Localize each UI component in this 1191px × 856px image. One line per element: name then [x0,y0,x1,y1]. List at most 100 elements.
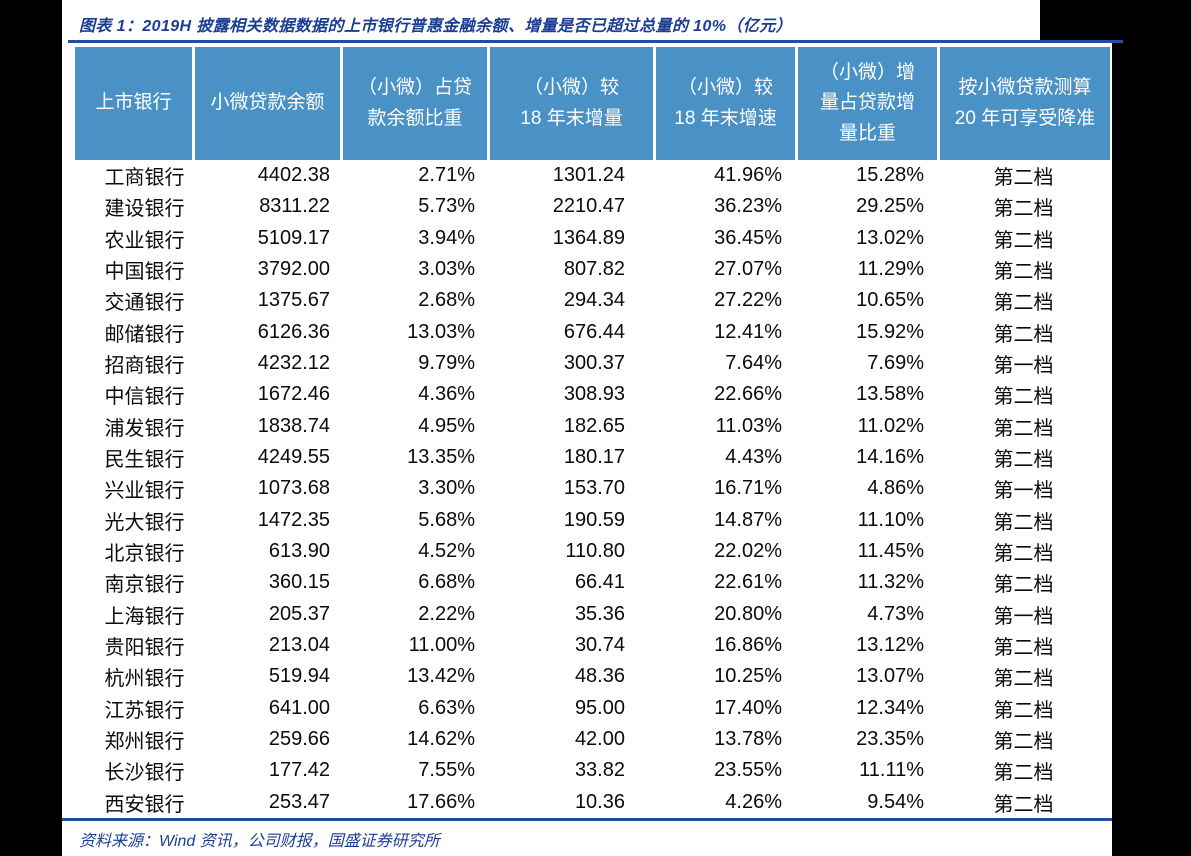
growth-rate-cell: 4.26% [725,790,782,813]
loan-share-cell: 2.71% [418,164,475,187]
bank-name-cell: 上海银行 [104,605,185,628]
tier-cell: 第二档 [993,167,1054,190]
loan-balance-cell: 613.90 [268,540,330,563]
tier-cell: 第二档 [993,386,1054,409]
increment-share-cell: 15.92% [856,320,924,343]
loan-balance-cell: 519.94 [268,665,330,688]
table-row: 光大银行 1472.35 5.68% 190.59 14.87% 11.10% … [75,505,1110,536]
tier-cell: 第二档 [993,323,1054,346]
loan-share-cell: 3.03% [418,258,475,281]
table-row: 招商银行 4232.12 9.79% 300.37 7.64% 7.69% 第一… [75,348,1110,379]
increase-amount-cell: 1301.24 [552,164,625,187]
increment-share-cell: 4.86% [867,477,924,500]
tier-cell: 第二档 [993,261,1054,284]
table-bottom-line [62,818,1112,821]
tier-cell: 第二档 [993,574,1054,597]
increase-amount-cell: 294.34 [563,289,625,312]
bank-name-cell: 交通银行 [104,292,185,315]
loan-share-cell: 5.73% [418,195,475,218]
increase-amount-cell: 30.74 [574,634,625,657]
increment-share-cell: 11.10% [857,508,924,531]
loan-balance-cell: 259.66 [268,728,330,751]
tier-cell: 第二档 [993,229,1054,252]
table-row: 南京银行 360.15 6.68% 66.41 22.61% 11.32% 第二… [75,567,1110,598]
growth-rate-cell: 13.78% [714,728,782,751]
increment-share-cell: 11.02% [857,414,924,437]
increment-share-cell: 11.45% [857,540,924,563]
loan-share-cell: 13.35% [407,446,475,469]
bank-name-cell: 招商银行 [104,355,185,378]
table-body: 工商银行 4402.38 2.71% 1301.24 41.96% 15.28%… [75,160,1110,818]
table-row: 交通银行 1375.67 2.68% 294.34 27.22% 10.65% … [75,285,1110,316]
table-row: 浦发银行 1838.74 4.95% 182.65 11.03% 11.02% … [75,411,1110,442]
increment-share-cell: 12.34% [856,696,924,719]
increase-amount-cell: 110.80 [565,540,625,563]
increment-share-cell: 10.65% [856,289,924,312]
bank-name-cell: 北京银行 [104,543,185,566]
tier-cell: 第二档 [993,699,1054,722]
growth-rate-cell: 36.23% [714,195,782,218]
table-row: 杭州银行 519.94 13.42% 48.36 10.25% 13.07% 第… [75,661,1110,692]
tier-cell: 第二档 [993,292,1054,315]
table-row: 农业银行 5109.17 3.94% 1364.89 36.45% 13.02%… [75,223,1110,254]
increase-amount-cell: 10.36 [574,790,625,813]
increase-amount-cell: 42.00 [574,728,625,751]
loan-share-cell: 6.68% [418,571,475,594]
growth-rate-cell: 4.43% [725,446,782,469]
growth-rate-cell: 20.80% [714,602,782,625]
growth-rate-cell: 22.02% [714,540,782,563]
loan-share-cell: 17.66% [407,790,475,813]
loan-balance-cell: 4232.12 [257,352,330,375]
increase-amount-cell: 300.37 [563,352,625,375]
column-header-growth: （小微）较 18 年末增速 [653,47,795,160]
tier-cell: 第一档 [993,355,1054,378]
bank-name-cell: 郑州银行 [104,731,185,754]
growth-rate-cell: 10.25% [714,665,782,688]
tier-cell: 第二档 [993,668,1054,691]
growth-rate-cell: 7.64% [725,352,782,375]
loan-balance-cell: 5109.17 [257,226,330,249]
bank-name-cell: 光大银行 [104,511,185,534]
increment-share-cell: 15.28% [856,164,924,187]
loan-share-cell: 9.79% [418,352,475,375]
loan-balance-cell: 213.04 [268,634,330,657]
bank-name-cell: 西安银行 [104,793,185,816]
table-row: 工商银行 4402.38 2.71% 1301.24 41.96% 15.28%… [75,160,1110,191]
bank-name-cell: 长沙银行 [104,762,185,785]
loan-share-cell: 7.55% [418,759,475,782]
growth-rate-cell: 11.03% [715,414,782,437]
tier-cell: 第一档 [993,605,1054,628]
increment-share-cell: 7.69% [867,352,924,375]
loan-balance-cell: 1375.67 [257,289,330,312]
increase-amount-cell: 182.65 [563,414,625,437]
increment-share-cell: 29.25% [856,195,924,218]
loan-share-cell: 11.00% [408,634,475,657]
growth-rate-cell: 36.45% [714,226,782,249]
column-header-tier: 按小微贷款测算 20 年可享受降准 [937,47,1110,160]
table-row: 邮储银行 6126.36 13.03% 676.44 12.41% 15.92%… [75,317,1110,348]
bank-name-cell: 工商银行 [104,167,185,190]
column-header-share-of-loans: （小微）占贷 款余额比重 [340,47,487,160]
loan-balance-cell: 360.15 [268,571,330,594]
increment-share-cell: 4.73% [867,602,924,625]
loan-share-cell: 6.63% [418,696,475,719]
table-row: 北京银行 613.90 4.52% 110.80 22.02% 11.45% 第… [75,536,1110,567]
loan-balance-cell: 4402.38 [257,164,330,187]
loan-share-cell: 4.95% [418,414,475,437]
increase-amount-cell: 676.44 [563,320,625,343]
table-row: 兴业银行 1073.68 3.30% 153.70 16.71% 4.86% 第… [75,473,1110,504]
increment-share-cell: 23.35% [856,728,924,751]
table-row: 中国银行 3792.00 3.03% 807.82 27.07% 11.29% … [75,254,1110,285]
table-row: 建设银行 8311.22 5.73% 2210.47 36.23% 29.25%… [75,191,1110,222]
bank-name-cell: 中信银行 [104,386,185,409]
growth-rate-cell: 16.86% [714,634,782,657]
loan-balance-cell: 1073.68 [257,477,330,500]
tier-cell: 第二档 [993,511,1054,534]
loan-balance-cell: 6126.36 [257,320,330,343]
loan-share-cell: 3.94% [418,226,475,249]
growth-rate-cell: 16.71% [714,477,782,500]
tier-cell: 第二档 [993,731,1054,754]
increment-share-cell: 11.29% [857,258,924,281]
increment-share-cell: 9.54% [867,790,924,813]
